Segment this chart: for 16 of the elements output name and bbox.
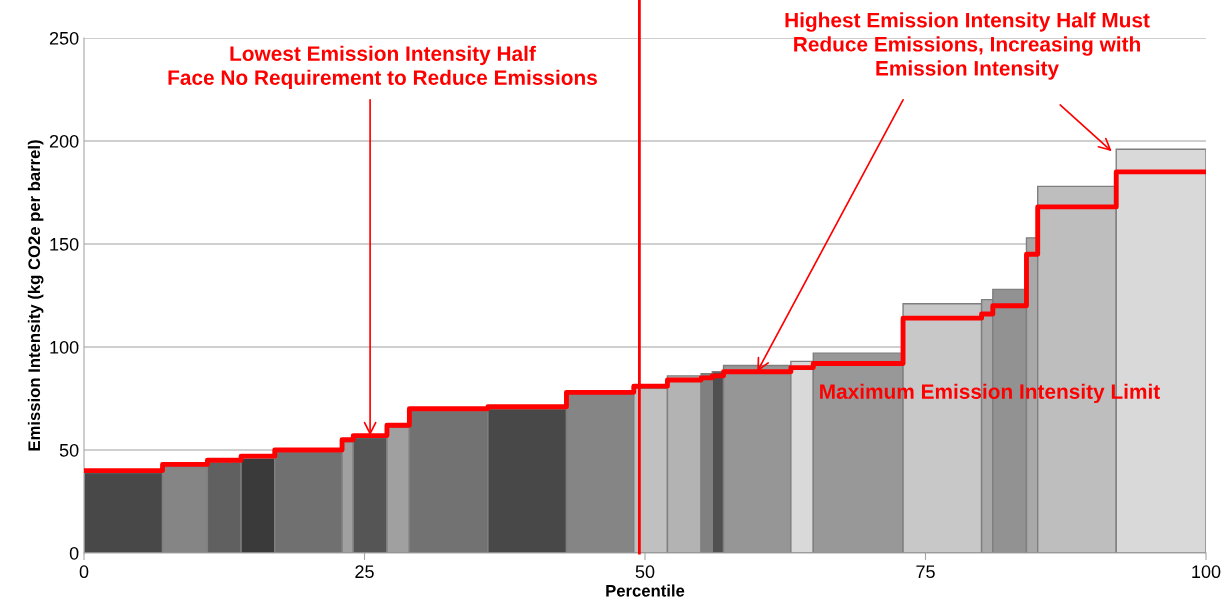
x-tick-label: 50 bbox=[635, 565, 655, 579]
x-axis-title: Percentile bbox=[606, 584, 685, 597]
x-tick-label: 0 bbox=[79, 565, 89, 579]
y-tick-label: 250 bbox=[49, 31, 79, 45]
y-tick-label: 100 bbox=[50, 340, 79, 354]
y-tick-label: 150 bbox=[50, 237, 79, 251]
y-axis-title: Emission Intensity (kg CO2e per barrel) bbox=[27, 140, 44, 451]
x-tick-label: 100 bbox=[1192, 565, 1221, 579]
annotation: Maximum Emission Intensity Limit bbox=[820, 383, 1160, 404]
y-tick-label: 0 bbox=[69, 546, 79, 560]
y-tick-label: 50 bbox=[59, 443, 79, 457]
x-tick-label: 75 bbox=[916, 565, 935, 579]
x-tick-label: 25 bbox=[355, 565, 374, 579]
annotation: Lowest Emission Intensity Half Face No Requirement to Reduce Emissions bbox=[168, 45, 597, 90]
annotation: Highest Emission Intensity Half Must Reduce Emissions, Increasing with Emission Intensity bbox=[785, 12, 1150, 80]
y-tick-label: 200 bbox=[49, 134, 79, 148]
